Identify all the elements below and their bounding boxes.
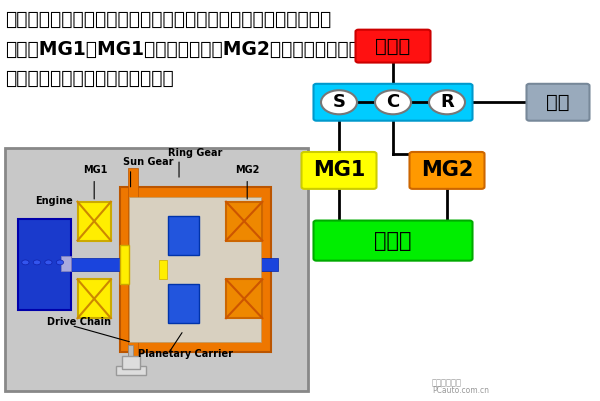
Text: MG2: MG2 <box>235 165 259 174</box>
Text: Drive Chain: Drive Chain <box>47 318 111 328</box>
FancyBboxPatch shape <box>128 168 138 375</box>
Text: Sun Gear: Sun Gear <box>123 157 173 167</box>
Circle shape <box>56 260 64 265</box>
FancyBboxPatch shape <box>226 279 262 318</box>
FancyBboxPatch shape <box>129 197 261 342</box>
FancyBboxPatch shape <box>19 219 71 310</box>
FancyBboxPatch shape <box>314 84 473 121</box>
FancyBboxPatch shape <box>527 84 589 121</box>
FancyBboxPatch shape <box>409 152 485 189</box>
FancyBboxPatch shape <box>116 365 146 375</box>
Text: PCauto.com.cn: PCauto.com.cn <box>432 386 489 395</box>
Text: MG1: MG1 <box>83 165 108 174</box>
FancyBboxPatch shape <box>169 284 199 323</box>
Circle shape <box>45 260 52 265</box>
FancyBboxPatch shape <box>77 279 111 318</box>
Text: 发动机: 发动机 <box>376 36 410 56</box>
FancyBboxPatch shape <box>226 202 262 241</box>
FancyBboxPatch shape <box>19 257 277 271</box>
FancyBboxPatch shape <box>169 216 199 255</box>
Circle shape <box>33 260 41 265</box>
Circle shape <box>429 90 465 114</box>
Text: Ring Gear: Ring Gear <box>169 148 223 158</box>
FancyBboxPatch shape <box>355 30 431 63</box>
Text: 以直接驱懂车轮或给电池组充电。: 以直接驱懂车轮或给电池组充电。 <box>5 69 173 88</box>
Text: 车轮和MG1，MG1可以发电来供给MG2或给电池组充电，MG2可: 车轮和MG1，MG1可以发电来供给MG2或给电池组充电，MG2可 <box>5 40 418 59</box>
FancyBboxPatch shape <box>301 152 377 189</box>
Text: S: S <box>332 93 346 111</box>
FancyBboxPatch shape <box>122 356 140 369</box>
Circle shape <box>22 260 29 265</box>
Text: 车轮: 车轮 <box>546 93 570 112</box>
Circle shape <box>321 90 357 114</box>
Text: C: C <box>386 93 400 111</box>
Text: 电池组: 电池组 <box>374 231 412 251</box>
FancyBboxPatch shape <box>128 345 133 375</box>
Text: Planetary Carrier: Planetary Carrier <box>138 349 233 359</box>
FancyBboxPatch shape <box>61 256 71 271</box>
Text: MG1: MG1 <box>313 160 365 180</box>
Text: MG2: MG2 <box>421 160 473 180</box>
Text: R: R <box>440 93 454 111</box>
Text: 以下是普锐斯的动力传递图，发动机的动力可以通过行星架分配给: 以下是普锐斯的动力传递图，发动机的动力可以通过行星架分配给 <box>5 10 331 29</box>
FancyBboxPatch shape <box>77 202 111 241</box>
FancyBboxPatch shape <box>120 245 129 284</box>
FancyBboxPatch shape <box>120 187 271 352</box>
Text: 太平洋汽车网: 太平洋汽车网 <box>432 378 462 387</box>
FancyBboxPatch shape <box>160 260 167 279</box>
Text: Engine: Engine <box>35 196 73 206</box>
FancyBboxPatch shape <box>5 148 308 391</box>
FancyBboxPatch shape <box>314 221 473 261</box>
Circle shape <box>375 90 411 114</box>
